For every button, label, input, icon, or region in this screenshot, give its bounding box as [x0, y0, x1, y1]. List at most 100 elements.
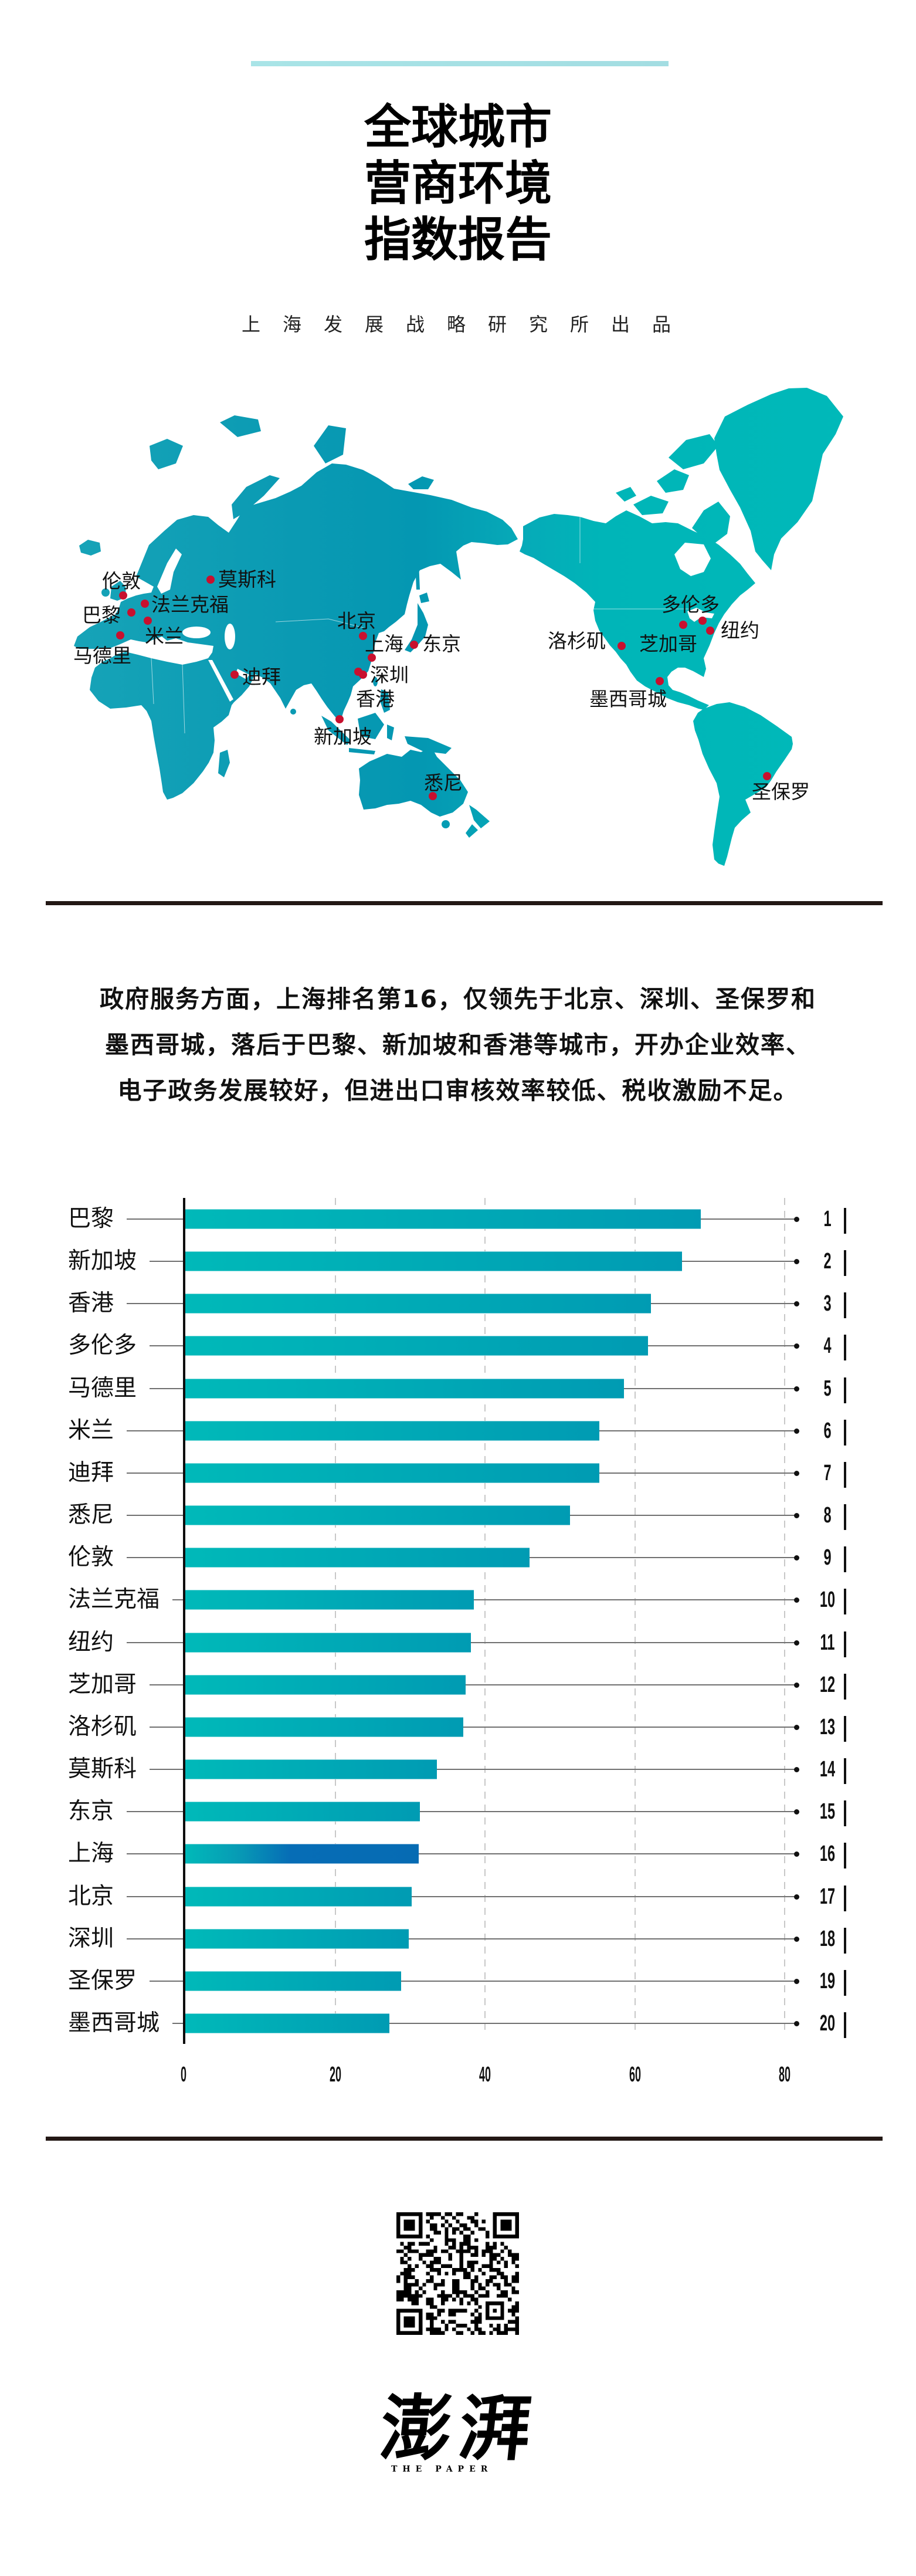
city-label-dubai: 迪拜 — [242, 665, 281, 688]
persian-gulf — [236, 669, 249, 679]
rank-marker — [844, 1250, 846, 1276]
island-svalbard — [150, 439, 183, 469]
rank-marker — [844, 1674, 846, 1700]
rank-marker — [844, 1928, 846, 1954]
world-map — [74, 388, 843, 866]
rank-number: 9 — [823, 1545, 832, 1570]
city-label-frankfurt: 法兰克福 — [151, 593, 229, 616]
city-label-shanghai: 上海 — [365, 632, 403, 655]
city-dot-newyork — [706, 627, 714, 635]
leader-dot — [794, 1429, 799, 1434]
continent-south-america — [693, 702, 793, 866]
leader-dot — [794, 1259, 799, 1264]
rank-number: 14 — [819, 1757, 836, 1782]
city-label: 墨西哥城 — [68, 2010, 173, 2036]
summary-line: 电子政务发展较好，但进出口审核效率较低、税收激励不足。 — [117, 1077, 799, 1105]
value-bar — [185, 2013, 389, 2033]
island-madagascar — [218, 750, 230, 777]
rank-marker — [844, 1420, 846, 1446]
border-africa-2 — [182, 664, 185, 734]
value-bar — [185, 1463, 599, 1483]
leader-dot — [794, 1217, 799, 1222]
border-asia — [275, 618, 364, 628]
rank-marker — [844, 1546, 846, 1572]
leader-dot — [794, 1301, 799, 1306]
city-label-moscow: 莫斯科 — [218, 568, 276, 591]
leader-dot — [794, 1979, 799, 1984]
value-bar — [185, 1379, 624, 1399]
island-new-guinea — [405, 736, 452, 754]
city-dot-milan — [144, 617, 152, 625]
city-label-london: 伦敦 — [102, 570, 141, 593]
city-label: 深圳 — [68, 1926, 127, 1952]
value-bar — [185, 1971, 402, 1991]
rank-marker — [844, 1631, 846, 1657]
title-line: 指数报告 — [364, 212, 552, 267]
city-label-sydney: 悉尼 — [424, 771, 463, 794]
island-philippines — [380, 689, 390, 713]
rank-marker — [844, 2012, 846, 2038]
value-bar — [185, 1294, 651, 1314]
island-ellesmere — [669, 434, 718, 469]
rank-marker — [844, 1970, 846, 1996]
rank-marker — [844, 1208, 846, 1234]
city-dot-mexicocity — [656, 677, 664, 685]
leader-dot — [794, 1937, 799, 1942]
title-line: 营商环境 — [364, 156, 552, 211]
highlight-bar — [185, 1844, 419, 1864]
leader-dot — [794, 1767, 799, 1772]
city-dot-singapore — [335, 715, 344, 723]
rank-number: 3 — [823, 1291, 832, 1316]
city-label: 北京 — [68, 1884, 127, 1910]
city-label-tokyo: 东京 — [422, 632, 461, 655]
rank-number: 16 — [819, 1842, 836, 1866]
x-tick-label: 60 — [629, 2062, 641, 2086]
island-sumatra — [321, 716, 351, 745]
leader-dot — [794, 1471, 799, 1476]
island-taiwan — [373, 677, 378, 686]
city-dot-frankfurt — [141, 600, 149, 608]
rank-marker — [844, 1886, 846, 1911]
the-paper-wordmark: THE PAPER — [391, 2465, 493, 2474]
value-bar — [185, 1505, 570, 1525]
rank-number: 19 — [819, 1969, 836, 1993]
city-label: 迪拜 — [68, 1460, 127, 1486]
city-label-beijing: 北京 — [337, 610, 376, 632]
city-dot-dubai — [230, 671, 239, 679]
rank-marker — [844, 1758, 846, 1784]
island-new-zealand-north — [469, 805, 490, 828]
rank-number: 15 — [819, 1799, 836, 1824]
rank-marker — [844, 1800, 846, 1826]
city-label: 法兰克福 — [68, 1587, 173, 1613]
x-tick-label: 80 — [779, 2062, 791, 2086]
city-dot-toronto — [698, 617, 707, 625]
value-bar — [185, 1548, 530, 1568]
island-banks — [616, 487, 636, 502]
island-arctic-canada — [657, 469, 689, 493]
island-sri-lanka — [290, 709, 296, 715]
x-tick-label: 40 — [479, 2062, 491, 2086]
city-dot-saopaulo — [763, 772, 771, 780]
city-label: 多伦多 — [68, 1333, 150, 1359]
leader-dot — [794, 2021, 799, 2026]
summary-line: 墨西哥城，落后于巴黎、新加坡和香港等城市，开办企业效率、 — [105, 1031, 811, 1059]
island-borneo — [358, 713, 384, 739]
gridline — [484, 1198, 486, 2030]
leader-line — [68, 1811, 796, 1812]
value-bar — [185, 1251, 683, 1271]
summary-line: 政府服务方面，上海排名第16，仅领先于北京、深圳、圣保罗和 — [99, 985, 817, 1013]
city-label: 圣保罗 — [68, 1968, 150, 1994]
great-lakes — [687, 608, 714, 622]
leader-dot — [794, 1809, 799, 1815]
rank-marker — [844, 1504, 846, 1530]
island-sulawesi — [387, 725, 394, 740]
section-divider — [46, 901, 883, 905]
island-franz-josef — [220, 415, 261, 437]
rank-number: 11 — [820, 1630, 835, 1655]
qr-code[interactable] — [396, 2212, 519, 2335]
caspian-sea — [225, 624, 235, 649]
island-victoria — [633, 496, 669, 515]
qr-modules — [396, 2212, 519, 2335]
city-dot-tokyo — [410, 641, 418, 649]
